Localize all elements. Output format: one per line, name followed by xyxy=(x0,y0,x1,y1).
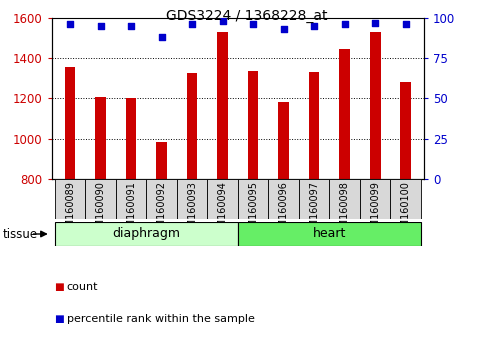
Text: GSM160099: GSM160099 xyxy=(370,181,380,240)
Bar xyxy=(217,32,228,179)
Text: count: count xyxy=(67,282,98,292)
Text: ■: ■ xyxy=(54,314,64,324)
Text: GSM160100: GSM160100 xyxy=(401,181,411,240)
Point xyxy=(280,26,287,32)
Bar xyxy=(95,97,106,179)
Bar xyxy=(248,71,258,179)
Text: GSM160091: GSM160091 xyxy=(126,181,136,240)
Bar xyxy=(85,179,116,219)
Point xyxy=(97,23,105,29)
Bar xyxy=(187,73,198,179)
Text: GSM160093: GSM160093 xyxy=(187,181,197,240)
Text: GSM160096: GSM160096 xyxy=(279,181,288,240)
Bar xyxy=(177,179,208,219)
Text: GSM160095: GSM160095 xyxy=(248,181,258,240)
Bar xyxy=(370,32,381,179)
Point xyxy=(371,20,379,25)
Text: GSM160090: GSM160090 xyxy=(96,181,106,240)
Point xyxy=(310,23,318,29)
Bar xyxy=(400,82,411,179)
Bar xyxy=(146,179,177,219)
Bar xyxy=(360,179,390,219)
Bar xyxy=(208,179,238,219)
Point xyxy=(341,21,349,27)
Bar xyxy=(299,179,329,219)
Text: GSM160089: GSM160089 xyxy=(65,181,75,240)
Text: heart: heart xyxy=(313,228,346,240)
Bar xyxy=(55,179,85,219)
Point xyxy=(127,23,135,29)
Bar xyxy=(55,222,238,246)
Text: GSM160092: GSM160092 xyxy=(157,181,167,240)
Bar xyxy=(116,179,146,219)
Bar xyxy=(268,179,299,219)
Point xyxy=(402,21,410,27)
Bar xyxy=(309,72,319,179)
Bar xyxy=(238,222,421,246)
Bar xyxy=(238,179,268,219)
Text: GSM160094: GSM160094 xyxy=(217,181,228,240)
Text: ■: ■ xyxy=(54,282,64,292)
Point xyxy=(66,21,74,27)
Bar xyxy=(65,67,75,179)
Bar xyxy=(126,98,137,179)
Point xyxy=(158,34,166,40)
Text: GDS3224 / 1368228_at: GDS3224 / 1368228_at xyxy=(166,9,327,23)
Text: GSM160098: GSM160098 xyxy=(340,181,350,240)
Point xyxy=(188,21,196,27)
Text: GSM160097: GSM160097 xyxy=(309,181,319,240)
Bar xyxy=(156,142,167,179)
Bar xyxy=(339,49,350,179)
Bar xyxy=(390,179,421,219)
Point xyxy=(219,18,227,24)
Text: diaphragm: diaphragm xyxy=(112,228,180,240)
Bar xyxy=(278,102,289,179)
Point xyxy=(249,21,257,27)
Text: tissue: tissue xyxy=(2,228,37,241)
Text: percentile rank within the sample: percentile rank within the sample xyxy=(67,314,254,324)
Bar xyxy=(329,179,360,219)
